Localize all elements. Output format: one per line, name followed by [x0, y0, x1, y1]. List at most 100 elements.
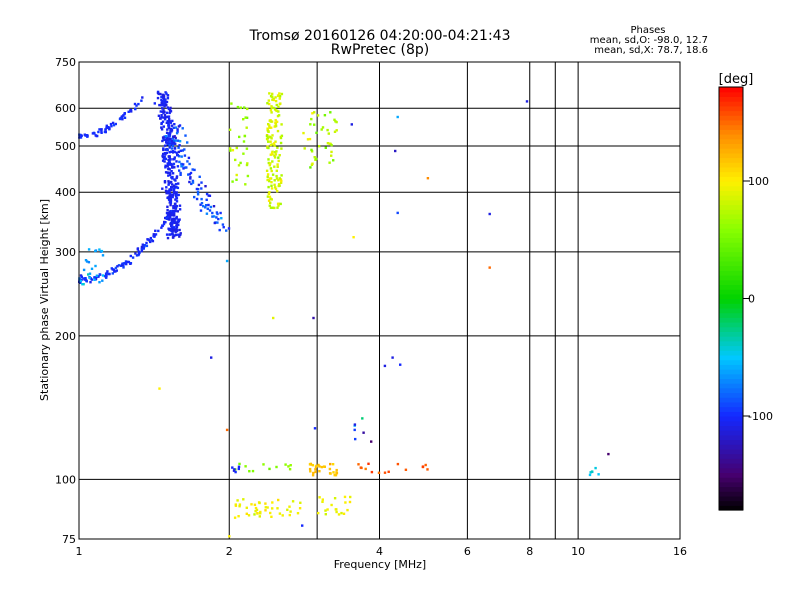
data-point [183, 166, 187, 169]
data-point [100, 249, 104, 253]
data-point [171, 150, 175, 153]
data-point [170, 147, 174, 150]
data-point [199, 209, 203, 212]
data-point [270, 515, 273, 518]
data-point [171, 230, 174, 233]
data-point [330, 154, 333, 157]
data-point [346, 508, 349, 512]
data-point [279, 102, 282, 105]
data-point [205, 204, 208, 207]
data-point [171, 223, 174, 226]
data-point [396, 115, 399, 119]
data-point [274, 187, 278, 191]
data-point [174, 192, 177, 195]
data-point [268, 179, 271, 183]
data-point [318, 470, 321, 473]
data-point [308, 137, 312, 141]
chart-subtitle: RwPretec (8p) [331, 42, 429, 58]
data-point [166, 119, 169, 123]
colorbar-band [719, 345, 743, 351]
data-point [173, 219, 176, 222]
data-point [170, 188, 173, 192]
data-point [115, 269, 118, 272]
data-point [171, 144, 175, 148]
colorbar-band [719, 91, 743, 97]
data-point [108, 127, 111, 130]
data-point [188, 162, 191, 166]
colorbar-band [719, 181, 743, 187]
data-point [188, 180, 191, 184]
data-point [197, 188, 200, 191]
data-point [359, 466, 362, 469]
data-point [169, 197, 172, 200]
data-point [141, 243, 144, 246]
data-point [134, 252, 137, 255]
data-point [162, 152, 165, 156]
data-point [184, 134, 187, 137]
data-point [265, 134, 269, 138]
data-point [162, 125, 165, 128]
data-point [191, 168, 194, 171]
data-point [370, 470, 374, 474]
data-point [82, 268, 86, 272]
data-point [238, 462, 241, 466]
colorbar-band [719, 467, 743, 473]
data-point [387, 470, 390, 473]
data-point [329, 111, 332, 114]
data-point [233, 516, 237, 519]
y-tick-label: 750 [55, 56, 76, 69]
data-point [348, 500, 352, 504]
colorbar-band [719, 223, 743, 229]
data-point [168, 228, 171, 232]
x-tick-label: 16 [673, 545, 687, 558]
data-point [280, 179, 283, 183]
data-point [167, 174, 170, 177]
data-point [291, 500, 295, 503]
data-point [170, 139, 173, 143]
data-point [273, 144, 276, 147]
data-point [266, 129, 269, 132]
colorbar-band [719, 392, 743, 398]
data-point [269, 167, 273, 170]
data-point [421, 465, 425, 468]
data-point [269, 162, 272, 165]
x-tick-label: 10 [571, 545, 585, 558]
data-point [104, 130, 107, 134]
colorbar-band [719, 275, 743, 281]
data-point [101, 254, 105, 257]
colorbar-ticks: 100 0 -100 [743, 175, 773, 423]
data-point [342, 512, 346, 515]
data-point [176, 165, 180, 168]
data-point [228, 535, 231, 538]
colorbar-band [719, 481, 743, 488]
data-point [163, 97, 166, 101]
data-point [607, 452, 610, 456]
data-point [178, 235, 181, 238]
colorbar-band [719, 232, 743, 238]
data-point [177, 223, 180, 227]
data-point [188, 173, 191, 176]
data-point [231, 149, 235, 152]
data-point [269, 511, 272, 515]
data-point [362, 431, 365, 434]
data-point [167, 115, 171, 118]
data-point [488, 212, 491, 216]
data-point [84, 134, 87, 137]
data-point [173, 156, 176, 159]
data-point [239, 106, 242, 109]
data-point [206, 207, 209, 210]
colorbar-band [719, 331, 743, 337]
data-point [97, 130, 100, 134]
data-point [162, 111, 165, 115]
data-point [172, 135, 175, 138]
data-point [313, 111, 316, 114]
data-point [178, 208, 182, 211]
data-point [239, 161, 242, 165]
data-point [271, 95, 274, 98]
data-point [140, 245, 144, 249]
data-point [312, 471, 315, 475]
data-point [308, 463, 312, 466]
data-point [590, 470, 594, 473]
data-point [163, 181, 167, 184]
colorbar-band [719, 401, 743, 408]
